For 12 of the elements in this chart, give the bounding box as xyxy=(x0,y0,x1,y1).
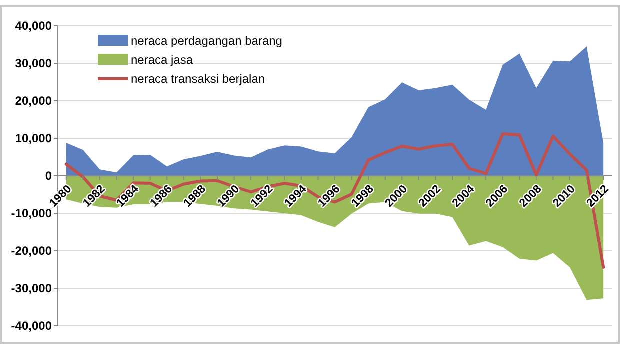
y-tick-label: -10,000 xyxy=(11,206,52,221)
legend-label: neraca jasa xyxy=(131,53,194,68)
y-tick-label: 10,000 xyxy=(15,132,52,146)
legend-label: neraca perdagangan barang xyxy=(131,34,282,48)
y-tick-label: 20,000 xyxy=(15,94,52,108)
y-tick-label: 30,000 xyxy=(15,56,52,71)
y-tick-label: -20,000 xyxy=(11,244,52,258)
y-tick-label: -30,000 xyxy=(11,282,52,296)
legend-label: neraca transaksi berjalan xyxy=(131,72,266,86)
y-tick-label: 40,000 xyxy=(15,19,52,34)
y-tick-label: 0 xyxy=(45,169,52,184)
y-tick-label: -40,000 xyxy=(11,319,52,334)
